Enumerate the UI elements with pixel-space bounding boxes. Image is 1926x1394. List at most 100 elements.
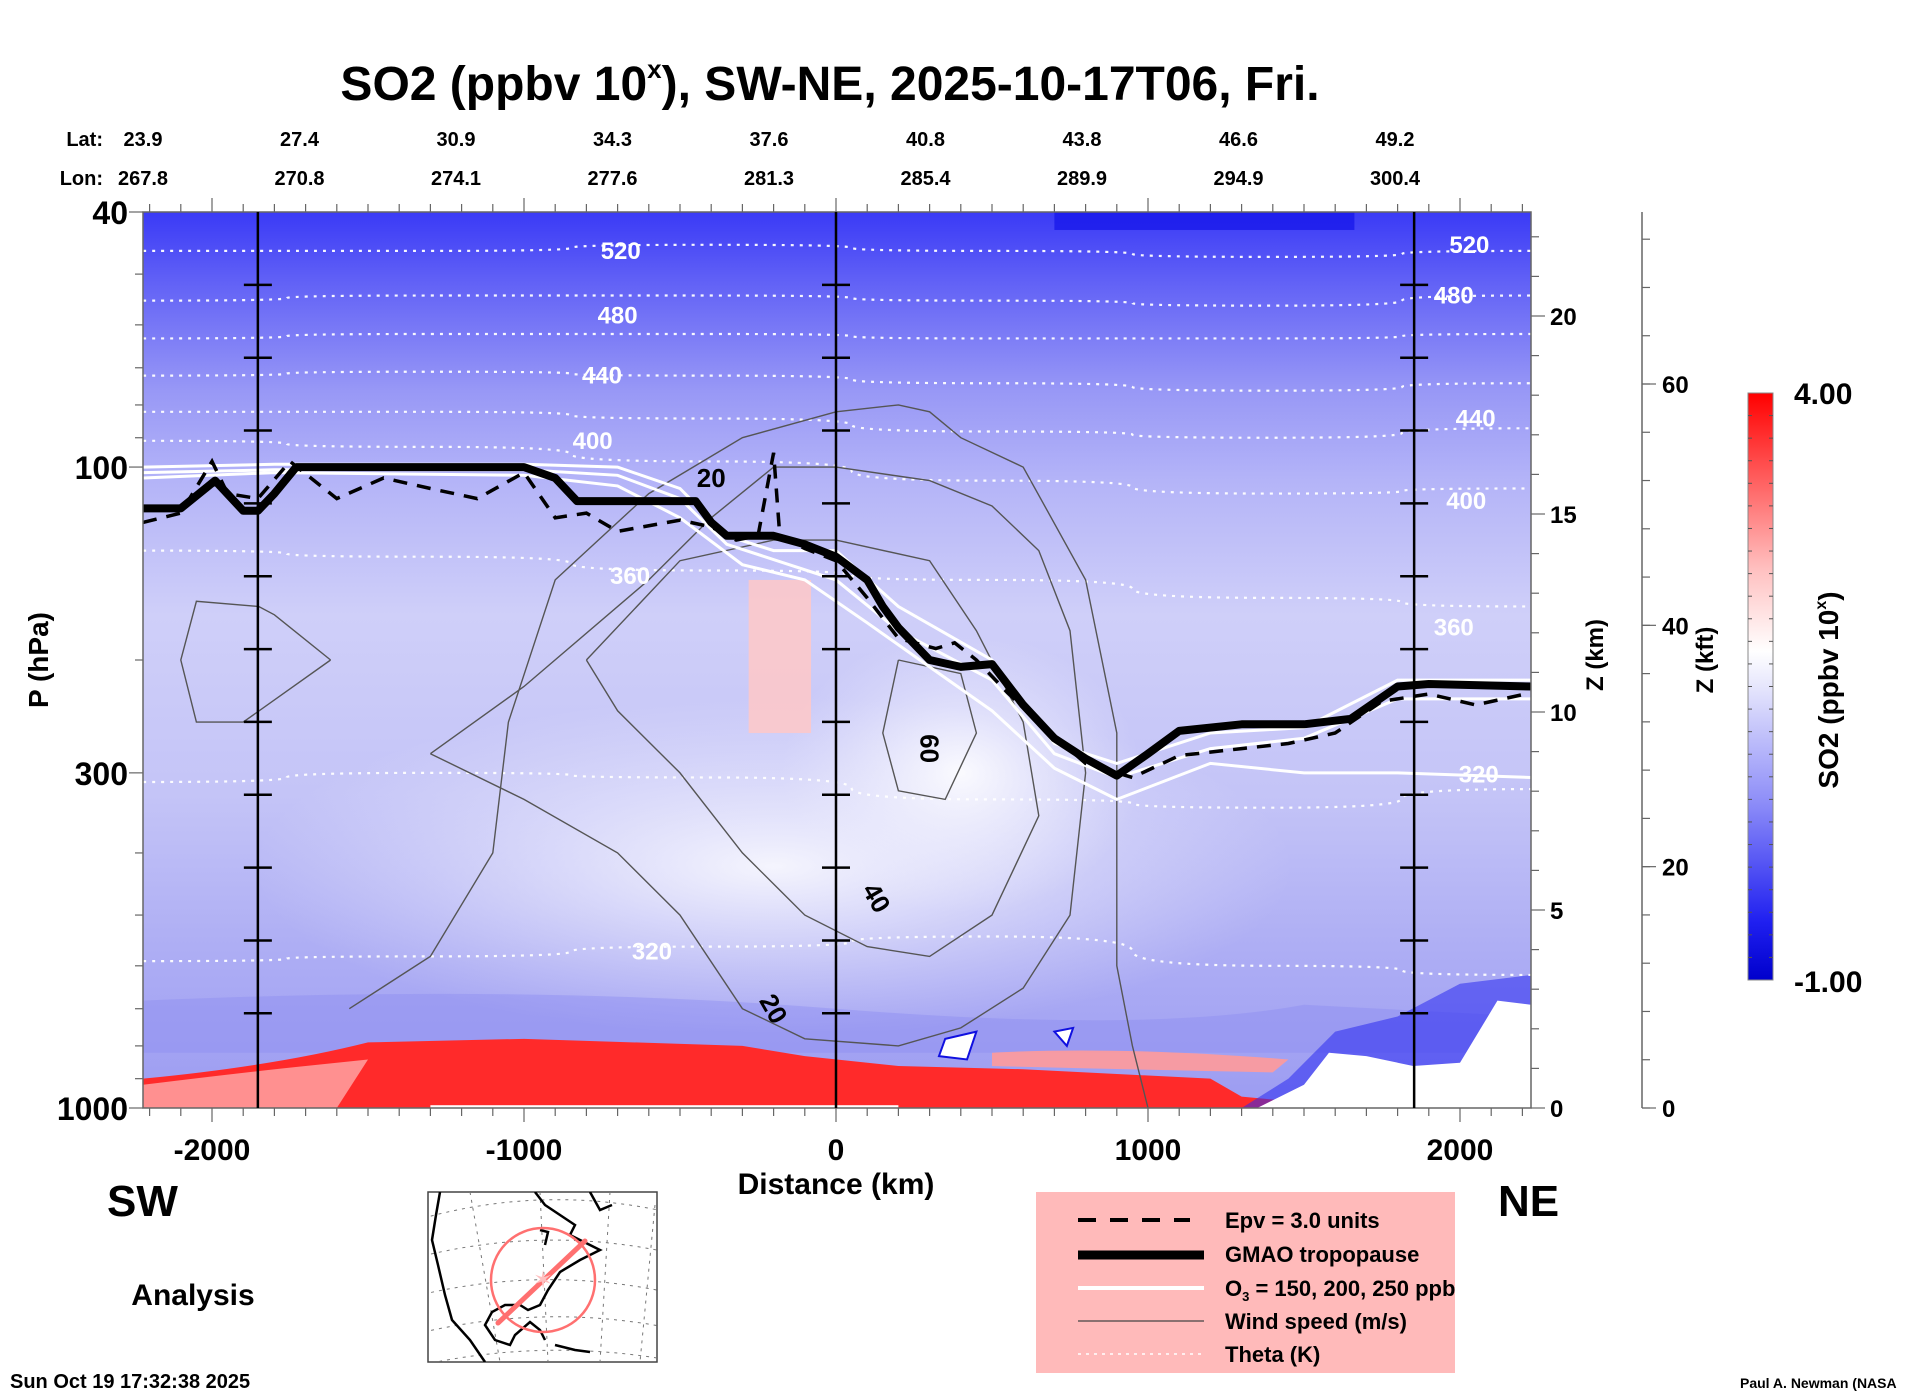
z-km-tick-label: 15 xyxy=(1550,502,1577,529)
colorbar-max-label: 4.00 xyxy=(1794,378,1852,411)
epv-line xyxy=(143,452,1531,780)
y-tick-label: 1000 xyxy=(57,1091,128,1127)
colorbar-ramp xyxy=(1747,392,1774,981)
axes: -2000 -1000 0 1000 2000 40 100 300 1000 0 5 10 15 20 0… xyxy=(57,195,1689,1167)
wind-speed-contour xyxy=(882,659,978,801)
map-track-line xyxy=(495,1238,588,1326)
ne-direction-label: NE xyxy=(1498,1177,1559,1226)
theta-label: 520 xyxy=(601,238,641,265)
wind-speed-contour xyxy=(180,600,332,723)
legend-wind-label: Wind speed (m/s) xyxy=(1225,1309,1407,1334)
lon-value: 277.6 xyxy=(587,168,637,190)
theta-label: 360 xyxy=(1434,615,1474,642)
theta-label: 400 xyxy=(1446,488,1486,515)
lat-value: 23.9 xyxy=(124,129,163,151)
terrain-mask xyxy=(1257,1000,1531,1108)
z-km-axis-label: Z (km) xyxy=(1582,619,1609,691)
overlays: 520 480 440 400 360 320 520 480 440 400 360 320 20 60… xyxy=(143,232,1531,1108)
lat-value: 37.6 xyxy=(750,129,789,151)
x-tick-label: -2000 xyxy=(174,1134,251,1167)
lon-value: 289.9 xyxy=(1057,168,1107,190)
lat-value: 27.4 xyxy=(280,129,320,151)
z-kft-tick-label: 60 xyxy=(1662,372,1689,399)
chart-title: SO2 (ppbv 10x), SW-NE, 2025-10-17T06, Fr… xyxy=(340,54,1319,111)
wind-speed-label: 20 xyxy=(697,463,726,493)
legend-box xyxy=(1036,1192,1455,1373)
z-kft-tick-label: 20 xyxy=(1662,855,1689,882)
theta-label: 480 xyxy=(1434,283,1474,310)
theta-label: 360 xyxy=(610,563,650,590)
legend-theta-label: Theta (K) xyxy=(1225,1342,1320,1367)
x-tick-label: 2000 xyxy=(1427,1134,1494,1167)
colorbar-min-label: -1.00 xyxy=(1794,966,1862,999)
wind-speed-label: 60 xyxy=(915,734,945,763)
legend-ozone-label-suffix: = 150, 200, 250 ppb xyxy=(1249,1276,1455,1301)
inset-map: ✶ xyxy=(427,1191,658,1363)
ozone-contour xyxy=(143,468,1531,780)
lon-label: Lon: xyxy=(60,168,103,190)
legend-ozone-label-sub: 3 xyxy=(1242,1289,1249,1304)
lon-value: 274.1 xyxy=(431,168,481,190)
legend-epv-label: Epv = 3.0 units xyxy=(1225,1208,1380,1233)
map-coastlines xyxy=(430,1192,613,1362)
so2-low-region xyxy=(780,632,1141,913)
analysis-label: Analysis xyxy=(131,1279,254,1312)
z-km-tick-label: 20 xyxy=(1550,304,1577,331)
legend: Epv = 3.0 units GMAO tropopause O3 = 150… xyxy=(1036,1192,1455,1373)
wind-speed-contour xyxy=(348,404,1149,1108)
so2-stratosphere-low xyxy=(1054,212,1355,230)
z-km-tick-label: 5 xyxy=(1550,898,1563,925)
sw-direction-label: SW xyxy=(107,1177,178,1226)
y-tick-label: 300 xyxy=(75,756,128,792)
wind-speed-contour xyxy=(585,539,1040,958)
lat-value: 40.8 xyxy=(906,129,945,151)
lat-value: 43.8 xyxy=(1063,129,1102,151)
z-km-tick-label: 0 xyxy=(1550,1096,1563,1123)
lon-value: 285.4 xyxy=(900,168,951,190)
colorbar-title: SO2 (ppbv 10x) xyxy=(1813,591,1844,788)
x-tick-label: -1000 xyxy=(486,1134,563,1167)
tropopause-line xyxy=(143,463,1531,780)
lat-value: 30.9 xyxy=(437,129,476,151)
lon-value: 281.3 xyxy=(744,168,794,190)
theta-label: 440 xyxy=(582,363,622,390)
lon-value: 300.4 xyxy=(1370,168,1421,190)
theta-contour xyxy=(143,935,1531,977)
so2-high-column xyxy=(748,579,812,734)
z-km-tick-label: 10 xyxy=(1550,700,1577,727)
colorbar: 4.00 -1.00 SO2 (ppbv 10x) xyxy=(1747,378,1862,999)
theta-label: 440 xyxy=(1456,406,1496,433)
z-kft-tick-label: 40 xyxy=(1662,613,1689,640)
wind-speed-contour xyxy=(429,466,1087,1047)
lon-value: 270.8 xyxy=(274,168,324,190)
legend-ozone-label: O3 = 150, 200, 250 ppb xyxy=(1225,1276,1455,1304)
theta-contour xyxy=(143,439,1531,495)
x-tick-label: 1000 xyxy=(1115,1134,1182,1167)
so2-surface-high xyxy=(143,1038,1367,1108)
title-superscript: x xyxy=(647,54,662,84)
title-suffix: ), SW-NE, 2025-10-17T06, Fri. xyxy=(662,58,1320,111)
title-main: SO2 (ppbv 10 xyxy=(340,58,647,111)
lon-value: 294.9 xyxy=(1213,168,1263,190)
z-kft-tick-label: 0 xyxy=(1662,1096,1675,1123)
theta-contour xyxy=(143,243,1531,258)
theta-label: 320 xyxy=(632,939,672,966)
theta-contour xyxy=(143,549,1531,608)
colorbar-title-suffix: ) xyxy=(1813,591,1844,600)
lat-lon-header: Lat: Lon: 23.9 27.4 30.9 34.3 37.6 40.8 43.8 46.6… xyxy=(60,129,1421,190)
z-kft-axis-label: Z (kft) xyxy=(1692,627,1719,694)
y-tick-label: 40 xyxy=(92,195,128,231)
terrain-mask xyxy=(1052,1026,1075,1048)
terrain-mask xyxy=(430,1105,899,1108)
map-track-circle xyxy=(489,1226,597,1334)
so2-surface-moderate xyxy=(992,1050,1289,1073)
lat-value: 49.2 xyxy=(1376,129,1415,151)
theta-label: 480 xyxy=(598,302,638,329)
terrain-mask xyxy=(937,1030,978,1061)
lat-value: 34.3 xyxy=(593,129,632,151)
colorbar-title-main: SO2 (ppbv 10 xyxy=(1813,610,1844,789)
y-tick-label: 100 xyxy=(75,450,128,486)
so2-surface-moderate xyxy=(143,1059,368,1108)
y-axis-label: P (hPa) xyxy=(23,612,54,708)
